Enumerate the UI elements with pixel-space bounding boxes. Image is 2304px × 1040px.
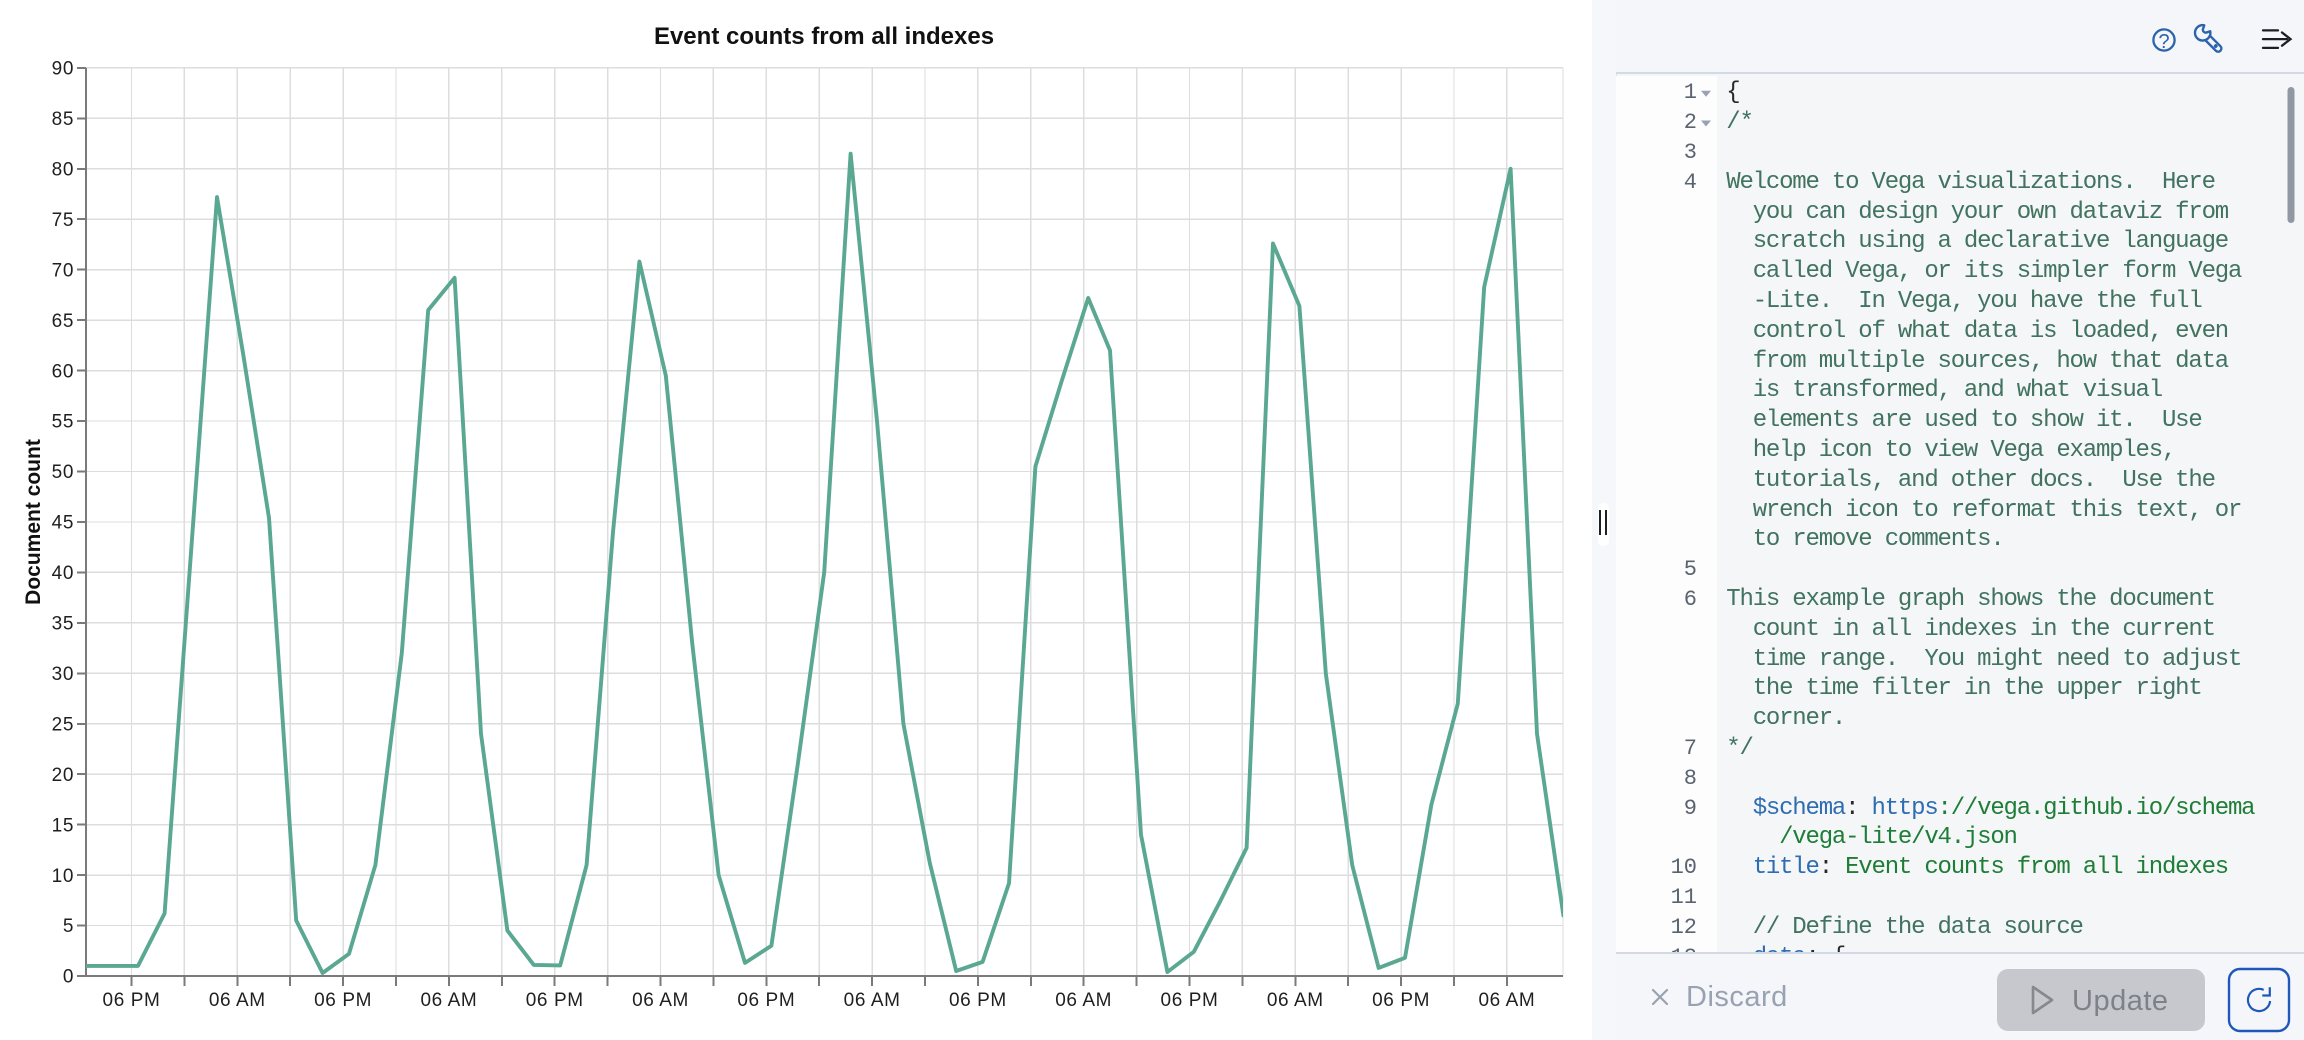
svg-text:55: 55 <box>52 412 74 433</box>
svg-text:06 AM: 06 AM <box>844 990 901 1011</box>
svg-text:0: 0 <box>63 967 74 988</box>
svg-text:06 PM: 06 PM <box>1161 990 1219 1011</box>
svg-text:65: 65 <box>52 311 74 332</box>
svg-text:70: 70 <box>52 260 74 281</box>
svg-text:75: 75 <box>52 210 74 231</box>
svg-text:90: 90 <box>52 59 74 80</box>
svg-text:06 AM: 06 AM <box>1267 990 1324 1011</box>
svg-text:50: 50 <box>52 462 74 483</box>
svg-text:80: 80 <box>52 160 74 181</box>
svg-text:Discard: Discard <box>1686 981 1788 1013</box>
svg-text:06 AM: 06 AM <box>1478 990 1535 1011</box>
svg-text:60: 60 <box>52 361 74 382</box>
svg-text:Update: Update <box>2072 985 2169 1017</box>
svg-text:45: 45 <box>52 513 74 534</box>
svg-text:20: 20 <box>52 765 74 786</box>
svg-text:5: 5 <box>63 916 74 937</box>
svg-text:06 AM: 06 AM <box>632 990 689 1011</box>
svg-text:10: 10 <box>52 866 74 887</box>
svg-text:06 PM: 06 PM <box>103 990 161 1011</box>
svg-text:06 AM: 06 AM <box>209 990 266 1011</box>
svg-text:06 PM: 06 PM <box>526 990 584 1011</box>
svg-text:06 PM: 06 PM <box>314 990 372 1011</box>
svg-text:Event counts from all indexes: Event counts from all indexes <box>654 23 994 50</box>
svg-text:40: 40 <box>52 563 74 584</box>
svg-text:25: 25 <box>52 715 74 736</box>
svg-text:15: 15 <box>52 815 74 836</box>
svg-text:06 PM: 06 PM <box>949 990 1007 1011</box>
svg-text:?: ? <box>2158 31 2169 53</box>
svg-text:30: 30 <box>52 664 74 685</box>
svg-text:35: 35 <box>52 614 74 635</box>
svg-text:Document count: Document count <box>22 439 45 605</box>
svg-text:85: 85 <box>52 109 74 130</box>
svg-text:06 PM: 06 PM <box>1372 990 1430 1011</box>
svg-text:06 PM: 06 PM <box>737 990 795 1011</box>
svg-text:06 AM: 06 AM <box>420 990 477 1011</box>
svg-text:06 AM: 06 AM <box>1055 990 1112 1011</box>
